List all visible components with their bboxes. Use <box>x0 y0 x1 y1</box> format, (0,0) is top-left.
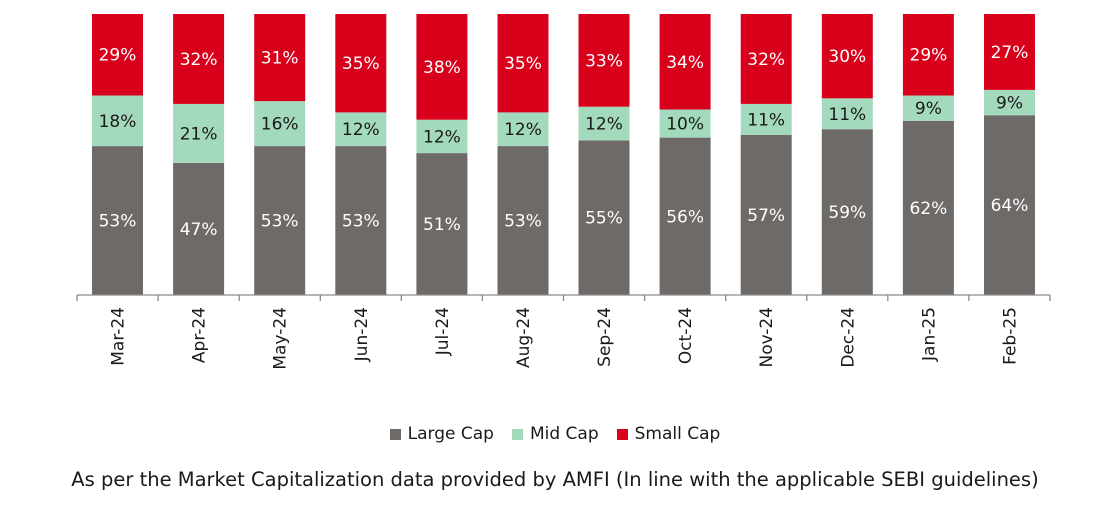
data-label: 29% <box>910 46 948 66</box>
bar-segment-small-cap-aug-24 <box>497 14 549 113</box>
legend-item-large-cap: Large Cap <box>389 424 494 444</box>
legend-swatch <box>511 428 523 440</box>
bar-segment-mid-cap-jun-24 <box>335 112 387 146</box>
bar-segment-mid-cap-jul-24 <box>416 119 468 154</box>
bar-segment-mid-cap-aug-24 <box>497 112 549 146</box>
bar-segment-small-cap-oct-24 <box>659 14 711 110</box>
data-label: 29% <box>99 46 137 66</box>
data-label: 53% <box>504 212 542 232</box>
bar-segment-small-cap-jan-25 <box>902 14 954 96</box>
data-label: 12% <box>423 127 461 147</box>
data-label: 57% <box>747 206 785 226</box>
legend-label: Large Cap <box>407 424 494 444</box>
x-tick-label: Mar-24 <box>109 307 129 366</box>
legend-item-mid-cap: Mid Cap <box>511 424 599 444</box>
data-label: 32% <box>180 50 218 70</box>
data-label: 34% <box>666 53 704 73</box>
data-label: 12% <box>342 120 380 140</box>
data-label: 59% <box>828 203 866 223</box>
data-label: 38% <box>423 58 461 78</box>
data-label: 53% <box>99 212 137 232</box>
data-label: 33% <box>585 51 623 71</box>
data-label: 11% <box>747 110 785 130</box>
bar-segment-large-cap-sep-24 <box>578 140 630 295</box>
x-tick-label: Apr-24 <box>190 307 210 363</box>
bar-segment-small-cap-nov-24 <box>740 14 792 104</box>
data-label: 55% <box>585 209 623 229</box>
bar-segment-mid-cap-mar-24 <box>92 95 143 147</box>
bar-segment-small-cap-feb-25 <box>984 14 1035 90</box>
bar-segment-large-cap-jun-24 <box>335 146 387 295</box>
bar-segment-large-cap-apr-24 <box>173 162 225 295</box>
x-tick-label: Dec-24 <box>838 307 858 368</box>
data-label: 12% <box>585 115 623 135</box>
data-label: 12% <box>504 120 542 140</box>
bar-segment-mid-cap-jan-25 <box>902 95 954 121</box>
bar-segment-large-cap-jul-24 <box>416 153 468 295</box>
data-label: 11% <box>828 105 866 125</box>
bar-segment-mid-cap-sep-24 <box>578 106 630 141</box>
x-tick-label: Oct-24 <box>676 307 696 364</box>
bar-segment-large-cap-aug-24 <box>497 146 549 295</box>
bar-segment-mid-cap-feb-25 <box>984 89 1035 116</box>
data-label: 31% <box>261 49 299 69</box>
bar-segment-small-cap-mar-24 <box>92 14 143 96</box>
data-label: 53% <box>342 212 380 232</box>
stacked-bar-chart: 53% 18% 29% 47% 21% 32% 53% 16% 31% 53% 12% 35% 51% 1… <box>76 14 1051 370</box>
x-tick-label: Feb-25 <box>1001 307 1021 365</box>
bar-segment-mid-cap-may-24 <box>254 101 306 147</box>
bar-segment-large-cap-oct-24 <box>659 137 711 295</box>
x-tick-label: Jul-24 <box>433 307 453 356</box>
bar-segment-small-cap-dec-24 <box>821 14 873 99</box>
legend-item-small-cap: Small Cap <box>616 424 721 444</box>
data-label: 9% <box>996 94 1023 114</box>
bar-segment-large-cap-may-24 <box>254 146 306 295</box>
bar-segment-small-cap-apr-24 <box>173 14 225 104</box>
data-label: 62% <box>910 199 948 219</box>
x-tick-label: Sep-24 <box>595 307 615 367</box>
bar-segment-small-cap-jun-24 <box>335 14 387 113</box>
footnote: As per the Market Capitalization data pr… <box>71 468 1039 491</box>
bar-segment-large-cap-jan-25 <box>902 120 954 295</box>
bar-segment-large-cap-mar-24 <box>92 146 143 295</box>
x-tick-label: Nov-24 <box>757 307 777 368</box>
data-label: 51% <box>423 215 461 235</box>
data-label: 35% <box>504 54 542 74</box>
data-label: 35% <box>342 54 380 74</box>
data-label: 32% <box>747 50 785 70</box>
data-label: 16% <box>261 115 299 135</box>
bar-segment-small-cap-sep-24 <box>578 14 630 107</box>
legend-swatch <box>389 428 401 440</box>
data-label: 30% <box>828 47 866 67</box>
legend-label: Mid Cap <box>529 424 599 444</box>
bar-segment-small-cap-may-24 <box>254 14 306 102</box>
bar-segment-large-cap-dec-24 <box>821 129 873 295</box>
data-label: 10% <box>666 115 704 135</box>
bar-segment-mid-cap-nov-24 <box>740 103 792 135</box>
bar-segment-large-cap-feb-25 <box>984 115 1035 295</box>
x-tick-label: Aug-24 <box>514 307 534 368</box>
chart-legend: Large Cap Mid Cap Small Cap <box>0 424 1110 444</box>
x-tick-label: Jun-24 <box>352 307 372 362</box>
data-label: 9% <box>915 99 942 119</box>
bar-segment-mid-cap-dec-24 <box>821 98 873 130</box>
bar-segment-large-cap-nov-24 <box>740 134 792 295</box>
data-label: 47% <box>180 220 218 240</box>
legend-label: Small Cap <box>634 424 721 444</box>
legend-swatch <box>616 428 628 440</box>
data-label: 53% <box>261 212 299 232</box>
data-label: 21% <box>180 124 218 144</box>
x-tick-label: May-24 <box>271 307 291 370</box>
bar-segment-small-cap-jul-24 <box>416 14 468 120</box>
bar-segment-mid-cap-apr-24 <box>173 103 225 163</box>
data-label: 18% <box>99 112 137 132</box>
data-label: 27% <box>991 43 1029 63</box>
bar-segment-mid-cap-oct-24 <box>659 109 711 138</box>
x-tick-label: Jan-25 <box>919 307 939 362</box>
data-label: 56% <box>666 207 704 227</box>
data-label: 64% <box>991 196 1029 216</box>
